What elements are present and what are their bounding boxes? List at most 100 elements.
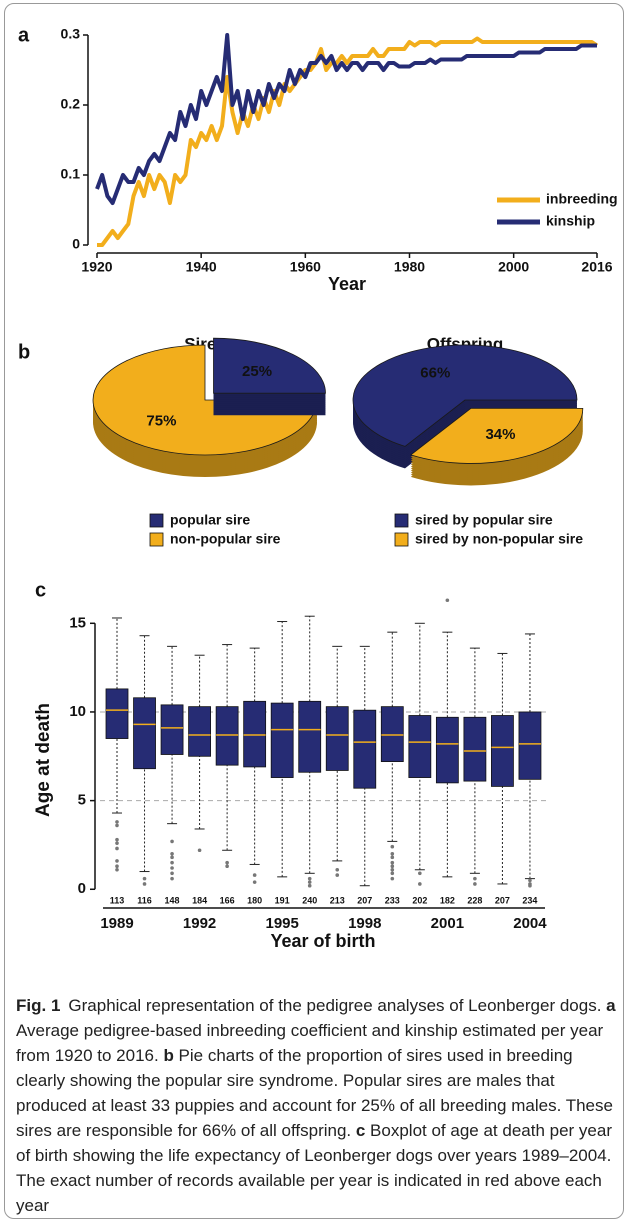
caption-panel-ref: a — [606, 996, 616, 1015]
x-tick-label: 1989 — [100, 915, 133, 932]
box — [133, 697, 156, 770]
x-tick-label: 2016 — [581, 259, 612, 275]
box — [243, 700, 267, 768]
outlier — [115, 846, 119, 851]
count-label: 191 — [275, 895, 290, 905]
outlier — [170, 866, 174, 870]
x-tick-label: 1998 — [348, 915, 381, 932]
y-tick-label: 0 — [78, 880, 86, 897]
outlier — [170, 860, 174, 865]
legend-label: popular sire — [170, 512, 250, 528]
caption-text: Average pedigree-based inbreeding coeffi… — [16, 1021, 604, 1065]
caption-text: Boxplot of age at death per year of birt… — [16, 1121, 612, 1215]
pie-slice — [92, 344, 318, 456]
outlier — [115, 867, 119, 872]
box — [491, 715, 514, 787]
legend-label: inbreeding — [546, 191, 618, 207]
outlier — [390, 871, 395, 876]
pie-slice — [409, 408, 584, 464]
outlier — [115, 820, 119, 824]
x-axis-label: Year of birth — [270, 931, 375, 951]
outlier — [170, 839, 174, 844]
legend-swatch — [394, 513, 409, 528]
pie-slice — [352, 344, 578, 447]
box — [160, 704, 184, 755]
count-label: 207 — [495, 895, 510, 905]
x-tick-label: 1940 — [186, 259, 217, 275]
caption-panel-ref: c — [355, 1121, 366, 1140]
y-tick-label: 0.3 — [61, 26, 81, 42]
x-axis-label: Year — [328, 274, 366, 294]
panel-label: b — [18, 341, 30, 363]
legend-label: sired by non-popular sire — [415, 531, 583, 547]
outlier — [115, 841, 119, 845]
y-tick-label: 15 — [69, 614, 86, 631]
outlier — [335, 867, 340, 872]
outlier — [115, 837, 119, 842]
caption-label: Fig. 1 — [16, 996, 61, 1015]
box — [408, 715, 432, 778]
x-tick-label: 2004 — [513, 915, 547, 932]
outlier — [418, 871, 422, 876]
x-tick-label: 2001 — [431, 915, 464, 932]
caption: Fig. 1 Graphical representation of the pe… — [16, 993, 616, 1218]
pie-value-label: 75% — [146, 412, 176, 429]
caption-panel-ref: b — [163, 1046, 174, 1065]
count-label: 148 — [165, 895, 180, 905]
outlier — [225, 860, 229, 865]
panel-label: c — [35, 579, 46, 601]
count-label: 113 — [110, 895, 125, 905]
outlier — [473, 882, 477, 886]
legend-swatch — [149, 532, 164, 547]
figure-charts: a 0 0.1 0.2 0.3 1920 1940 1960 1980 2000 2016 Year i… — [18, 24, 618, 951]
count-label: 180 — [247, 895, 262, 905]
count-label: 182 — [440, 895, 455, 905]
outlier — [197, 848, 202, 853]
count-label: 213 — [330, 895, 345, 905]
x-tick-label: 2000 — [498, 259, 529, 275]
outlier — [390, 860, 395, 865]
outlier — [307, 876, 312, 881]
box — [270, 702, 294, 778]
y-tick-label: 10 — [69, 703, 86, 720]
outlier — [252, 873, 257, 877]
pie-value-label: 25% — [242, 363, 272, 380]
y-axis-label: Age at death — [33, 703, 54, 817]
legend-label: non-popular sire — [170, 531, 281, 547]
box — [353, 709, 377, 789]
outlier — [170, 855, 174, 860]
box — [105, 688, 129, 739]
outlier — [390, 852, 395, 856]
y-tick-label: 0 — [72, 236, 80, 252]
outlier — [115, 823, 119, 828]
outlier — [170, 852, 174, 856]
figure-frame — [4, 3, 624, 1219]
y-tick-label: 0.2 — [61, 96, 81, 112]
outlier — [115, 859, 119, 863]
outlier — [115, 864, 119, 869]
box — [188, 706, 211, 757]
count-label: 240 — [302, 895, 317, 905]
x-tick-label: 1992 — [183, 915, 216, 932]
box — [325, 706, 349, 771]
pie-value-label: 34% — [485, 426, 515, 443]
outlier — [170, 876, 174, 881]
outlier — [225, 864, 229, 869]
legend-swatch — [149, 513, 164, 528]
count-label: 207 — [357, 895, 372, 905]
series-line — [95, 33, 597, 205]
outlier — [252, 880, 257, 884]
outlier — [390, 844, 395, 849]
panel-label: a — [18, 24, 30, 46]
x-tick-label: 1980 — [394, 259, 425, 275]
outlier — [390, 867, 395, 872]
box — [380, 706, 404, 763]
count-label: 228 — [467, 895, 482, 905]
count-label: 116 — [137, 895, 152, 905]
box — [215, 706, 239, 766]
count-label: 233 — [385, 895, 400, 905]
count-label: 234 — [522, 895, 537, 905]
outlier — [335, 873, 340, 877]
series-line — [97, 36, 599, 247]
outlier — [142, 876, 147, 881]
